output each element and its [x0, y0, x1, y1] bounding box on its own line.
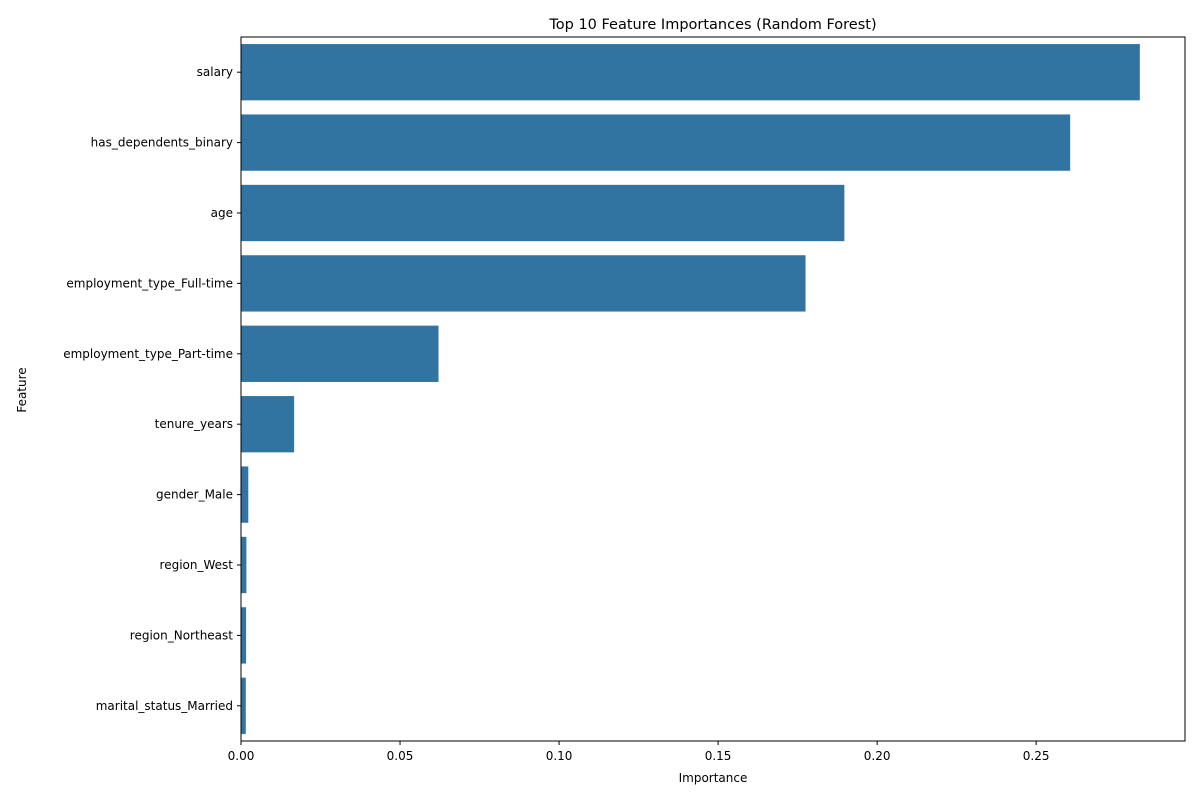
bar-marital_status_Married: [241, 677, 246, 734]
y-tick-label: age: [211, 206, 233, 220]
y-tick-label: employment_type_Part-time: [63, 347, 233, 361]
y-tick-label: salary: [197, 65, 233, 79]
bar-employment_type_Full-time: [241, 255, 806, 312]
bar-gender_Male: [241, 466, 249, 523]
axes-frame: [240, 36, 1186, 742]
y-tick-label: tenure_years: [155, 417, 233, 431]
x-tick-label: 0.00: [228, 749, 255, 763]
y-tick-label: gender_Male: [156, 488, 233, 502]
x-tick-label: 0.20: [864, 749, 891, 763]
y-tick-label: has_dependents_binary: [91, 136, 233, 150]
x-axis-ticks: 0.00 0.05 0.10 0.15 0.20 0.25: [228, 741, 1050, 763]
x-tick-label: 0.05: [387, 749, 414, 763]
bar-age: [241, 184, 845, 242]
bar-region_West: [241, 536, 247, 594]
y-tick-label: employment_type_Full-time: [66, 276, 233, 290]
y-tick-label: region_Northeast: [130, 628, 234, 642]
x-tick-label: 0.15: [705, 749, 732, 763]
bar-has_dependents_binary: [241, 114, 1071, 171]
bar-salary: [241, 44, 1140, 101]
x-tick-label: 0.25: [1023, 749, 1050, 763]
bar-employment_type_Part-time: [241, 325, 439, 382]
y-tick-label: marital_status_Married: [96, 699, 233, 713]
bar-tenure_years: [241, 396, 295, 453]
bars-group: [241, 44, 1140, 734]
y-axis-title: Feature: [15, 367, 29, 412]
chart-title: Top 10 Feature Importances (Random Fores…: [548, 17, 876, 33]
y-tick-label: region_West: [160, 558, 234, 572]
x-axis-title: Importance: [679, 771, 748, 785]
x-tick-label: 0.10: [546, 749, 573, 763]
plot-frame: [240, 36, 1186, 742]
bar-region_Northeast: [241, 607, 247, 664]
